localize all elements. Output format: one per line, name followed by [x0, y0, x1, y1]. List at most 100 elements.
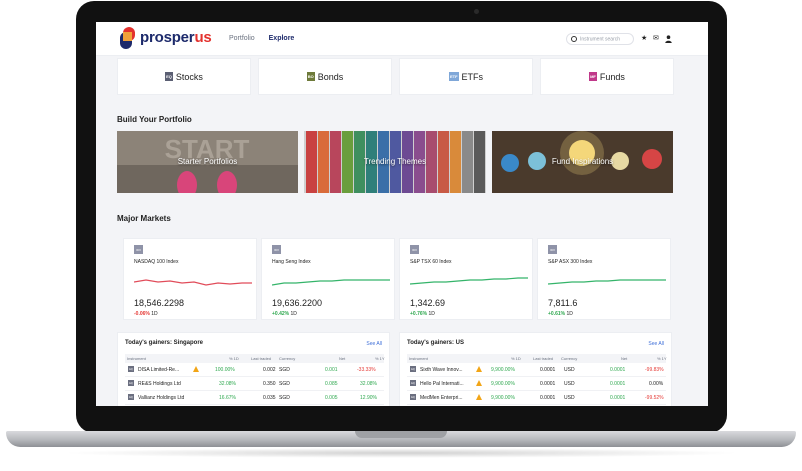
fund-inspirations-image: [492, 131, 673, 193]
see-all-link[interactable]: See All: [648, 341, 664, 347]
instrument-name[interactable]: MedMen Enterpri...: [420, 395, 463, 401]
equity-badge-icon: EQ: [410, 366, 416, 372]
col-currency[interactable]: Currency: [561, 356, 578, 361]
instrument-search-input[interactable]: Instrument search: [566, 33, 634, 45]
pct-1d: 100.00%: [215, 367, 235, 373]
search-icon: [571, 36, 577, 42]
net: 0.0001: [610, 395, 626, 401]
col-currency[interactable]: Currency: [279, 356, 296, 361]
last-traded: 0.0001: [540, 381, 556, 387]
stocks-badge-icon: EQ: [165, 72, 173, 81]
last-traded: 0.0001: [540, 367, 556, 373]
warning-icon: [476, 380, 482, 386]
trending-themes-image: [304, 131, 486, 193]
change-period: 1D: [566, 311, 573, 317]
pct-1y: -99.52%: [645, 395, 664, 401]
equity-badge-icon: EQ: [410, 394, 416, 400]
sparkline-chart: [548, 279, 666, 285]
col-instrument[interactable]: Instrument: [409, 356, 428, 361]
pct-1y: -33.33%: [357, 367, 376, 373]
asset-class-bonds[interactable]: BO Bonds: [258, 58, 392, 95]
index-value: 1,342.69: [410, 298, 446, 308]
instrument-name[interactable]: Vallianz Holdings Ltd: [138, 395, 185, 401]
instrument-name[interactable]: Hello Pal Internati...: [420, 381, 464, 387]
index-badge-icon: IDX: [548, 245, 557, 254]
col-pct-1d[interactable]: % 1D: [229, 356, 239, 361]
market-card-sp-tsx-60[interactable]: IDX S&P TSX 60 Index 1,342.69 +0.76% 1D: [399, 238, 533, 320]
instrument-name[interactable]: RE&S Holdings Ltd: [138, 381, 181, 387]
prosperus-logo-icon[interactable]: [119, 26, 136, 50]
nav-explore[interactable]: Explore: [268, 35, 295, 42]
mail-icon[interactable]: ✉: [653, 35, 659, 42]
pct-1y: 0.00%: [649, 381, 664, 387]
last-traded: 0.002: [263, 367, 276, 373]
asset-class-stocks[interactable]: EQ Stocks: [117, 58, 251, 95]
pct-1d: 32.08%: [219, 381, 236, 387]
market-card-nasdaq-100[interactable]: IDX NASDAQ 100 Index 18,546.2298 -0.06% …: [123, 238, 257, 320]
table-row[interactable]: EQ RE&S Holdings Ltd 32.08% 0.350 SGD 0.…: [125, 377, 384, 391]
instrument-name[interactable]: DISA Limited-Re...: [138, 367, 180, 373]
index-change: +0.61% 1D: [548, 311, 573, 317]
brand-name[interactable]: prosperus: [140, 29, 212, 46]
main-nav: Portfolio Explore: [229, 35, 306, 42]
table-row[interactable]: EQ Sixth Wave Innov... 9,900.00% 0.0001 …: [407, 363, 666, 377]
tile-label: Starter Portfolios: [177, 157, 238, 166]
currency: USD: [564, 395, 575, 401]
net: 0.0001: [610, 381, 626, 387]
change-percent: -0.06%: [134, 311, 150, 317]
asset-class-funds[interactable]: MF Funds: [540, 58, 674, 95]
col-pct-1y[interactable]: % 1Y: [657, 356, 667, 361]
brand-name-main: prosper: [140, 29, 195, 46]
svg-text:START: START: [165, 134, 250, 164]
asset-class-etfs[interactable]: ETF ETFs: [399, 58, 533, 95]
gainers-singapore-panel: Today's gainers: Singapore See All Instr…: [117, 332, 390, 406]
table-row[interactable]: EQ MedMen Enterpri... 9,900.00% 0.0001 U…: [407, 391, 666, 405]
table-row[interactable]: EQ DISA Limited-Re... 100.00% 0.002 SGD …: [125, 363, 384, 377]
index-badge-icon: IDX: [134, 245, 143, 254]
sparkline-chart: [410, 277, 528, 285]
pct-1d: 9,900.00%: [491, 395, 515, 401]
market-card-sp-asx-300[interactable]: IDX S&P ASX 300 Index 7,811.6 +0.61% 1D: [537, 238, 671, 320]
equity-badge-icon: EQ: [410, 380, 416, 386]
col-pct-1y[interactable]: % 1Y: [375, 356, 385, 361]
tile-starter-portfolios[interactable]: START Starter Portfolios: [117, 131, 298, 193]
table-row[interactable]: EQ Vallianz Holdings Ltd 16.67% 0.035 SG…: [125, 391, 384, 405]
star-icon[interactable]: ★: [641, 35, 648, 42]
col-net[interactable]: Net: [621, 356, 628, 361]
index-change: +0.76% 1D: [410, 311, 435, 317]
col-last-traded[interactable]: Last traded: [251, 356, 272, 361]
index-badge-icon: IDX: [272, 245, 281, 254]
asset-class-label: Bonds: [317, 71, 344, 82]
tile-trending-themes[interactable]: Trending Themes: [304, 131, 486, 193]
last-traded: 0.0001: [540, 395, 556, 401]
tile-label: Fund Inspirations: [551, 157, 614, 166]
nav-portfolio[interactable]: Portfolio: [229, 35, 255, 42]
user-icon[interactable]: [665, 35, 672, 43]
net: 0.0001: [610, 367, 626, 373]
pct-1d: 9,900.00%: [491, 367, 515, 373]
pct-1d: 9,900.00%: [491, 381, 515, 387]
table-header: Instrument % 1D Last traded Currency Net…: [125, 354, 385, 363]
currency: USD: [564, 381, 575, 387]
index-value: 19,636.2200: [272, 298, 323, 308]
col-pct-1d[interactable]: % 1D: [511, 356, 521, 361]
index-value: 18,546.2298: [134, 298, 185, 308]
table-row[interactable]: EQ Hello Pal Internati... 9,900.00% 0.00…: [407, 377, 666, 391]
col-net[interactable]: Net: [339, 356, 346, 361]
asset-class-label: Stocks: [175, 71, 203, 82]
col-last-traded[interactable]: Last traded: [533, 356, 554, 361]
index-name: NASDAQ 100 Index: [134, 259, 179, 265]
pct-1d: 16.67%: [219, 395, 236, 401]
instrument-name[interactable]: Sixth Wave Innov...: [420, 367, 463, 373]
laptop-base: [6, 431, 796, 447]
index-badge-icon: IDX: [410, 245, 419, 254]
build-portfolio-title: Build Your Portfolio: [117, 115, 192, 124]
see-all-link[interactable]: See All: [366, 341, 382, 347]
index-change: -0.06% 1D: [134, 311, 158, 317]
warning-icon: [476, 394, 482, 400]
market-card-hang-seng[interactable]: IDX Hang Seng Index 19,636.2200 +0.42% 1…: [261, 238, 395, 320]
tile-fund-inspirations[interactable]: Fund Inspirations: [492, 131, 673, 193]
pct-1y: -99.83%: [645, 367, 664, 373]
col-instrument[interactable]: Instrument: [127, 356, 146, 361]
top-header: prosperus Portfolio Explore Instrument s…: [96, 22, 708, 56]
